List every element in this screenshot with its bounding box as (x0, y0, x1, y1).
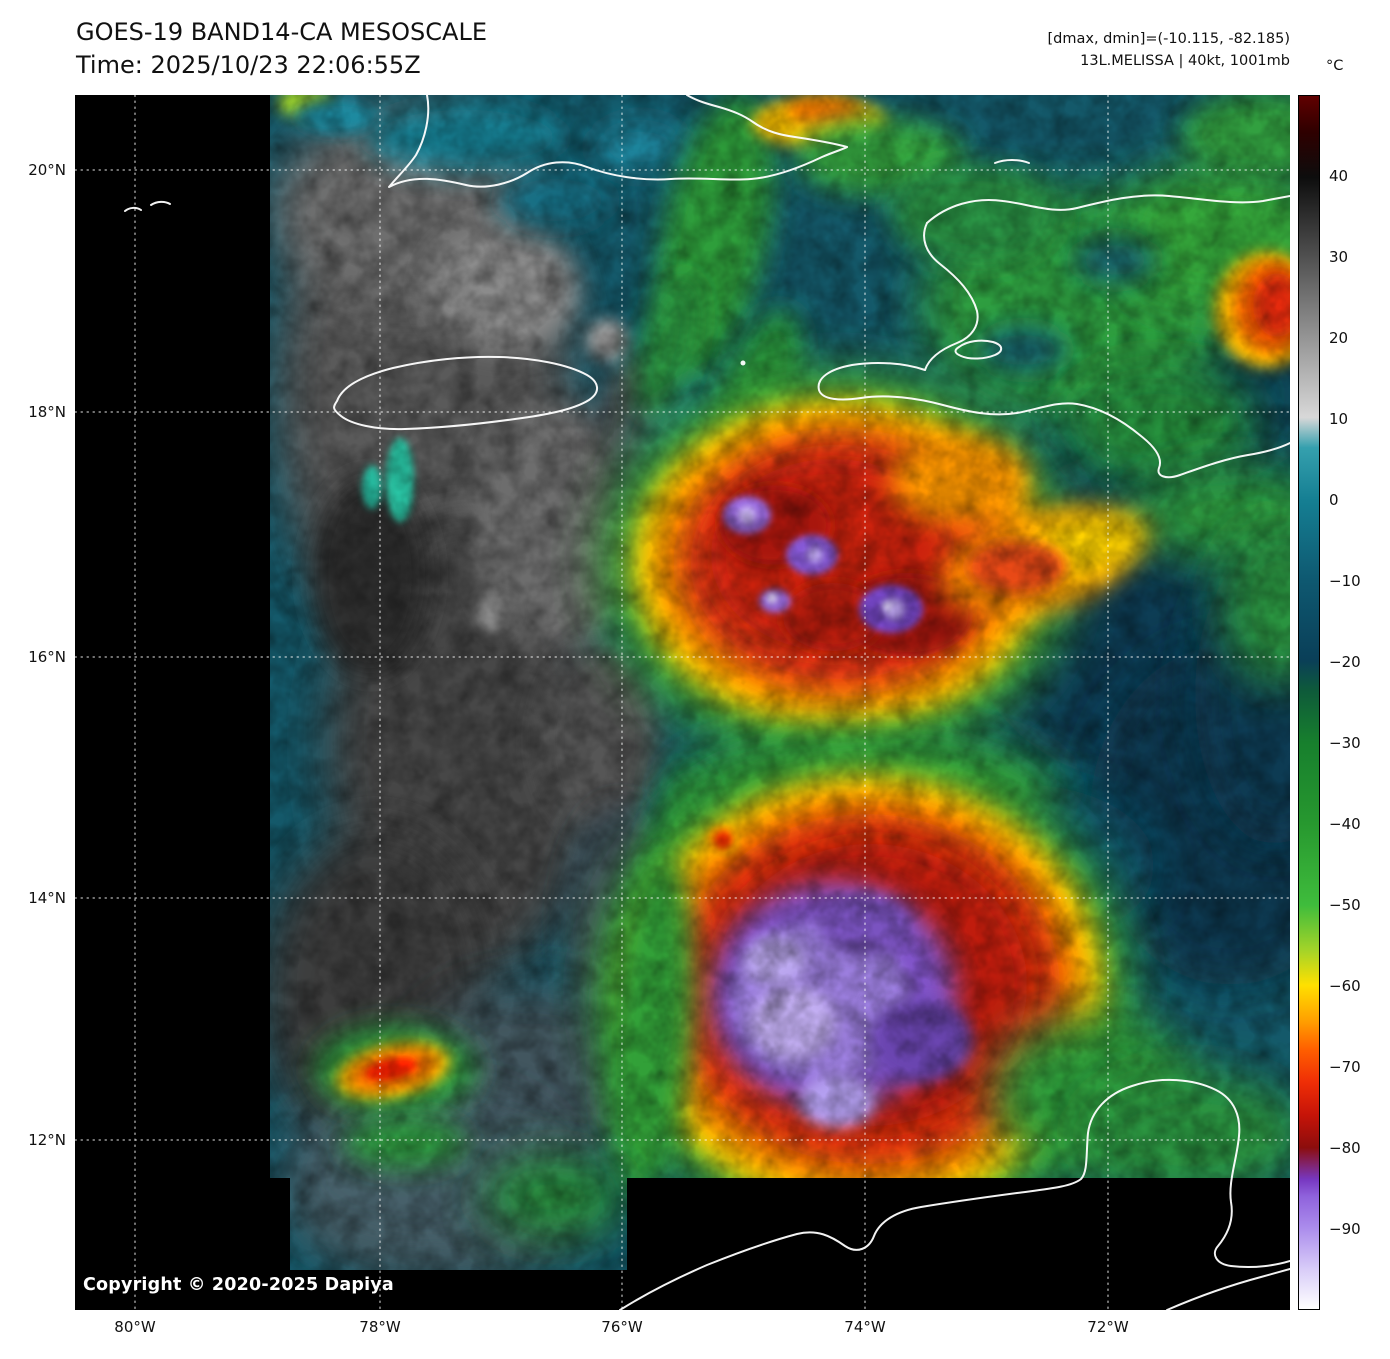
colorbar-unit-label: °C (1326, 58, 1344, 74)
colorbar-tick: 30 (1329, 248, 1349, 266)
map-area (75, 95, 1290, 1310)
lat-label: 12°N (28, 1131, 66, 1149)
product-title: GOES-19 BAND14-CA MESOSCALE (76, 18, 487, 46)
cuba-south-coastline (388, 95, 848, 188)
colorbar-tick: 40 (1329, 167, 1349, 185)
satellite-image (75, 95, 1290, 1310)
header-right: [dmax, dmin]=(-10.115, -82.185) 13L.MELI… (1048, 28, 1291, 72)
colorbar-tick: 20 (1329, 329, 1349, 347)
colorbar-tick: −10 (1329, 572, 1361, 590)
lat-label: 18°N (28, 403, 66, 421)
colorbar-tick: −20 (1329, 653, 1361, 671)
gridlines (75, 95, 1290, 1310)
haiti-gulf-coastline (923, 222, 979, 371)
colorbar-tick: −70 (1329, 1058, 1361, 1076)
gonave-island-coastline (954, 339, 1003, 360)
colorbar-tick: −50 (1329, 896, 1361, 914)
lon-label: 76°W (601, 1318, 643, 1336)
header-left: GOES-19 BAND14-CA MESOSCALE Time: 2025/1… (76, 16, 487, 82)
lon-label: 72°W (1087, 1318, 1129, 1336)
lon-label: 80°W (114, 1318, 156, 1336)
copyright-text: Copyright © 2020-2025 Dapiya (83, 1275, 394, 1295)
lat-label: 20°N (28, 161, 66, 179)
lat-label: 16°N (28, 648, 66, 666)
cloud-field (270, 95, 1290, 1270)
colombia-coastline (619, 1078, 1290, 1310)
lon-label: 74°W (844, 1318, 886, 1336)
colorbar-tick: −30 (1329, 734, 1361, 752)
hispaniola-south-coastline (817, 361, 1290, 479)
tortuga-island-coastline (994, 159, 1030, 164)
hispaniola-north-coastline (926, 194, 1290, 224)
cayman-islands-coastline (124, 200, 171, 212)
coastlines (124, 95, 1290, 1310)
colorbar-tick: 10 (1329, 410, 1349, 428)
jamaica-coastline (333, 355, 598, 431)
colorbar-tick: −80 (1329, 1139, 1361, 1157)
venezuela-coastline (1166, 1268, 1290, 1310)
lat-label: 14°N (28, 889, 66, 907)
timestamp: Time: 2025/10/23 22:06:55Z (76, 51, 421, 79)
navassa-island (740, 360, 746, 366)
cuba-north-coastline (686, 95, 848, 148)
dmax-dmin-readout: [dmax, dmin]=(-10.115, -82.185) (1047, 31, 1291, 47)
colorbar-tick: 0 (1329, 491, 1339, 509)
colorbar-tick: −40 (1329, 815, 1361, 833)
storm-info: 13L.MELISSA | 40kt, 1001mb (1080, 53, 1290, 69)
lon-label: 78°W (359, 1318, 401, 1336)
colorbar-tick: −90 (1329, 1220, 1361, 1238)
colorbar-tick: −60 (1329, 977, 1361, 995)
colorbar (1298, 95, 1320, 1310)
